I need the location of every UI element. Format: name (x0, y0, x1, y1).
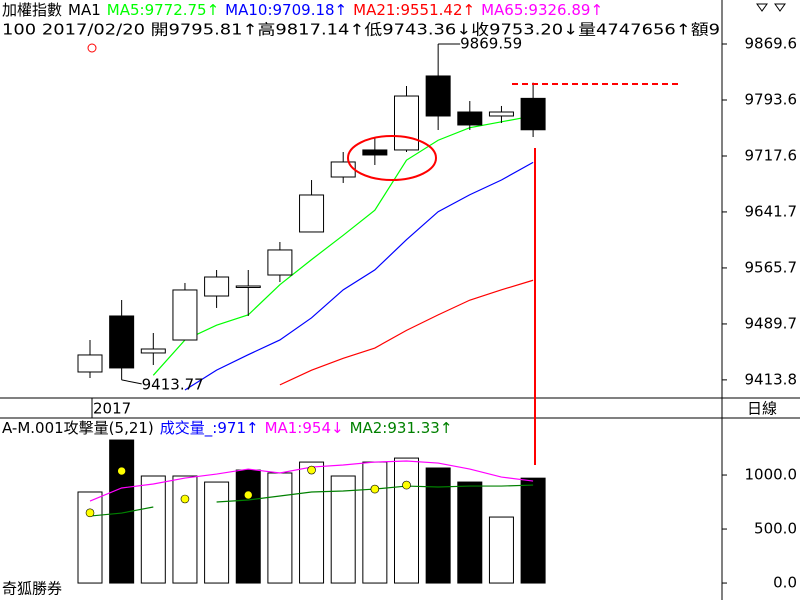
candle-body (425, 75, 451, 117)
y-tick-label: 9413.8 (745, 370, 798, 388)
volume-bar (235, 469, 261, 584)
candle-body (457, 111, 483, 126)
candle-body (362, 149, 388, 156)
indicator-dot (117, 466, 126, 476)
indicator-dot (307, 465, 316, 475)
legend-entry: MA2:931.33↑ (350, 419, 453, 437)
ma-line (279, 279, 534, 386)
volume-bar (394, 457, 419, 584)
volume-bar (425, 467, 451, 584)
candle-body (330, 161, 356, 178)
y-tick-label: 9641.7 (745, 202, 798, 220)
volume-bar (267, 472, 293, 584)
brand: 奇狐勝券 (2, 580, 62, 598)
indicator-dot (370, 484, 380, 494)
candle-body (394, 95, 419, 151)
candle-body (204, 276, 230, 297)
low-label: 9413.77 (142, 375, 204, 393)
annotation-ellipse (347, 135, 437, 181)
candle-body (172, 289, 198, 341)
scroll-icon[interactable] (774, 3, 786, 12)
candle-body (109, 315, 135, 369)
ma-line (184, 161, 534, 391)
volume-bar (457, 481, 483, 584)
y-tick-label: 9489.7 (745, 314, 798, 332)
volume-bar (362, 461, 388, 584)
candle-body (140, 348, 166, 354)
volume-bar (140, 475, 166, 584)
volume-plot (77, 439, 546, 584)
annotations (87, 43, 678, 465)
indicator-dot (180, 494, 190, 504)
label-leader (121, 379, 142, 385)
year-label: 2017 (93, 400, 131, 418)
legend-entry: MA1:954↓ (265, 419, 344, 437)
y-tick-label: 1000.0 (745, 466, 798, 484)
info-line: 100 2017/02/20 開9795.81↑高9817.14↑低9743.3… (2, 21, 720, 39)
y-tick-label: 9717.6 (745, 147, 798, 165)
title: A-M.001攻擊量(5,21) (2, 419, 154, 437)
header: A-M.001攻擊量(5,21) 成交量_:971↑ MA1:954↓ MA2:931… (2, 419, 452, 438)
legend-entry: MA21:9551.42↑ (353, 1, 475, 19)
volume-bar (299, 461, 325, 584)
y-tick-label: 9793.6 (745, 90, 798, 108)
indicator: MA1 (68, 1, 101, 19)
period-label: 日線 (747, 400, 777, 418)
candle-body (235, 285, 261, 288)
indicator-dot (243, 490, 253, 500)
candle-body (267, 249, 293, 276)
legend-entry: 成交量_:971↑ (160, 419, 259, 438)
volume-bar (488, 516, 514, 584)
candle-body (299, 194, 325, 233)
legend-entry: MA10:9709.18↑ (225, 1, 347, 19)
annotation-circle (87, 43, 97, 53)
indicator-dot (85, 508, 95, 518)
y-tick-label: 9869.6 (745, 34, 798, 52)
candle-body (520, 97, 546, 131)
volume-bar (172, 475, 198, 584)
legend-entry: MA5:9772.75↑ (107, 1, 219, 19)
y-tick-label: 9565.7 (745, 258, 798, 276)
price-plot: 9869.59 9413.77 (77, 35, 546, 393)
scroll-icon[interactable] (756, 3, 768, 12)
indicator-dot (402, 480, 411, 490)
candle-body (488, 111, 514, 117)
title: 加權指數 (2, 1, 62, 19)
volume-bar (204, 481, 230, 584)
header: 加權指數 MA1 MA5:9772.75↑ MA10:9709.18↑ MA21:955… (2, 1, 603, 19)
volume-bar (520, 477, 546, 584)
volume-bar (330, 475, 356, 584)
high-label: 9869.59 (460, 35, 522, 53)
candle-body (77, 354, 103, 373)
y-tick-label: 500.0 (754, 520, 797, 538)
legend-entry: MA65:9326.89↑ (481, 1, 603, 19)
volume-bar (77, 491, 103, 584)
y-tick-label: 0.0 (773, 574, 797, 592)
